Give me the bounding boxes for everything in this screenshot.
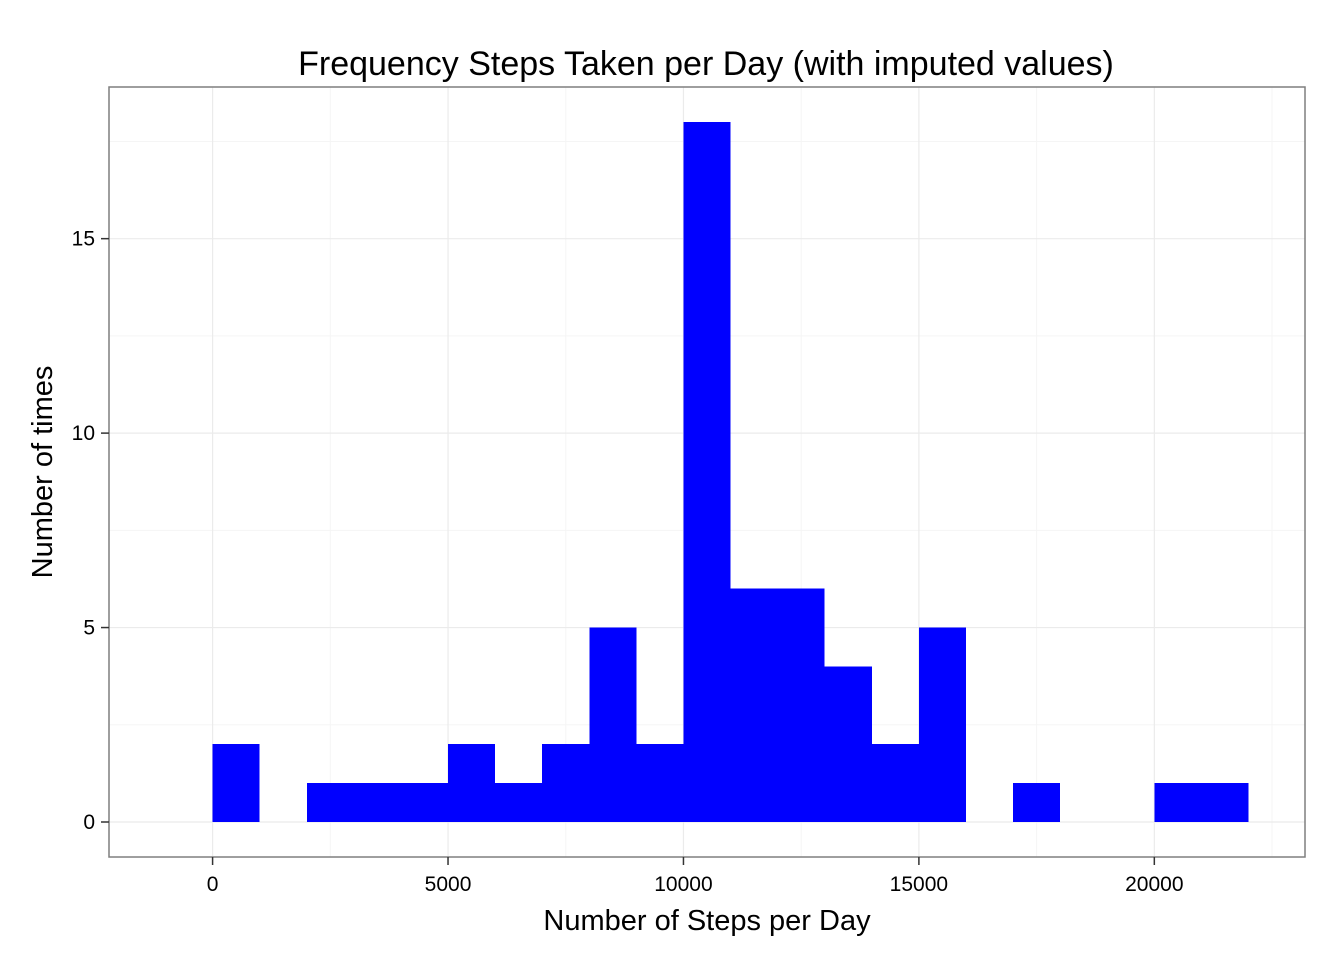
y-tick-label: 5 <box>83 617 95 640</box>
x-tick-label: 5000 <box>425 873 472 896</box>
y-axis: 0 5 10 15 <box>72 228 109 834</box>
histogram-bar <box>824 666 872 822</box>
histogram-bar <box>353 783 401 822</box>
histogram-bar <box>1201 783 1249 822</box>
histogram-bar <box>448 744 496 822</box>
histogram-bar <box>400 783 449 822</box>
histogram-bar <box>777 588 825 822</box>
histogram-bar <box>730 588 778 822</box>
histogram-bar <box>1154 783 1202 822</box>
chart-title: Frequency Steps Taken per Day (with impu… <box>298 45 1114 83</box>
y-tick-label: 15 <box>72 228 95 251</box>
histogram-bars <box>212 122 1249 822</box>
histogram-bar <box>495 783 543 822</box>
y-axis-title: Number of times <box>27 366 59 579</box>
x-tick-label: 0 <box>207 873 219 896</box>
x-axis: 0 5000 10000 15000 20000 <box>207 857 1184 896</box>
y-tick-label: 0 <box>83 811 95 834</box>
x-tick-label: 15000 <box>890 873 948 896</box>
x-tick-label: 20000 <box>1125 873 1183 896</box>
histogram-bar <box>1013 783 1061 822</box>
histogram-bar <box>683 122 731 822</box>
histogram-bar <box>589 627 637 822</box>
x-tick-label: 10000 <box>654 873 712 896</box>
plot-panel-border <box>108 86 1306 858</box>
histogram-bar <box>636 744 684 822</box>
histogram-bar <box>212 744 260 822</box>
histogram-bar <box>306 783 354 822</box>
histogram-bar <box>542 744 590 822</box>
y-tick-label: 10 <box>72 422 95 445</box>
histogram-bar <box>871 744 919 822</box>
x-axis-title: Number of Steps per Day <box>543 905 871 937</box>
histogram-bar <box>918 627 966 822</box>
